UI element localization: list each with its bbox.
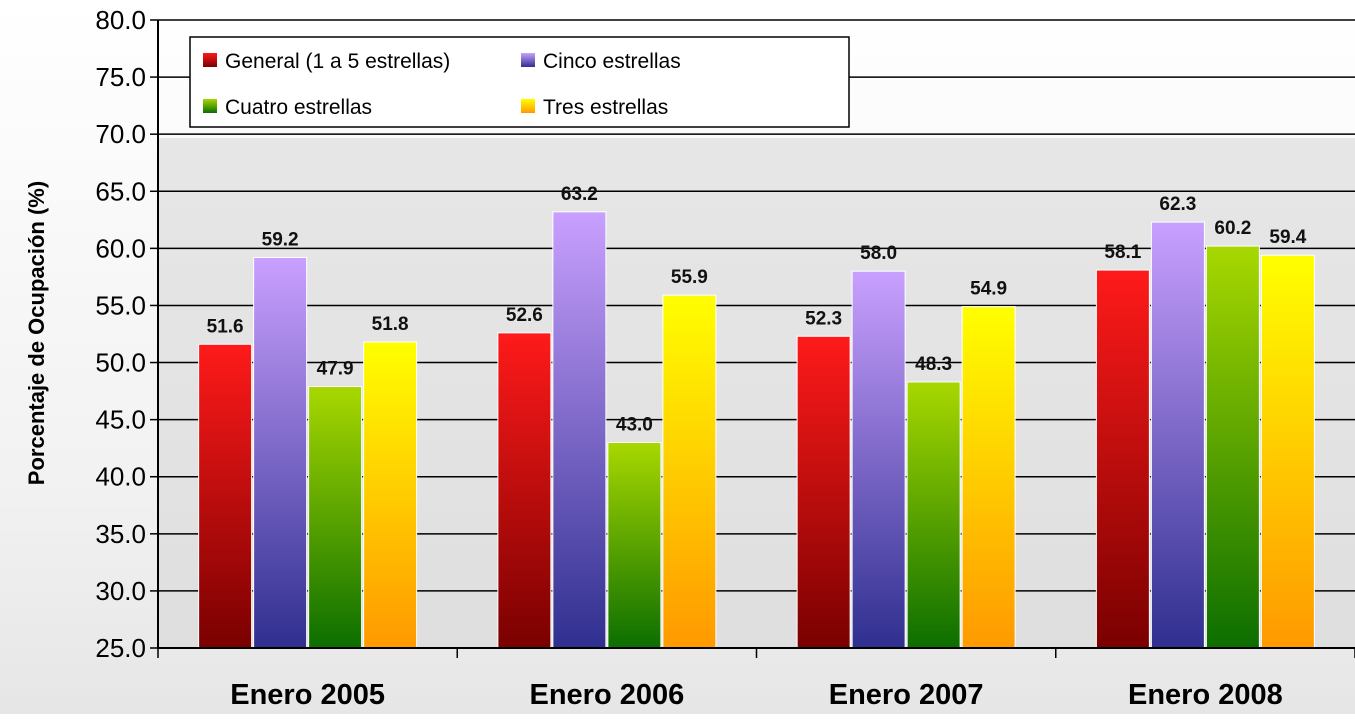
data-label: 63.2 xyxy=(561,184,598,205)
bar xyxy=(796,335,851,649)
x-tick-label: Enero 2006 xyxy=(529,679,684,711)
legend-label: General (1 a 5 estrellas) xyxy=(225,50,450,73)
data-label: 47.9 xyxy=(317,359,354,380)
bars xyxy=(198,211,1315,649)
y-tick-label: 60.0 xyxy=(95,233,146,263)
bar xyxy=(1260,254,1315,649)
y-tick-label: 50.0 xyxy=(95,348,146,378)
y-tick-label: 70.0 xyxy=(95,119,146,149)
y-tick-label: 65.0 xyxy=(95,176,146,206)
y-tick-label: 30.0 xyxy=(95,576,146,606)
data-label: 59.2 xyxy=(262,229,299,250)
data-labels: 51.6 59.2 47.9 51.8 52.6 63.2 43.0 55.9 52.3 58.0… xyxy=(207,184,1307,436)
legend-swatch xyxy=(203,99,217,113)
data-label: 52.3 xyxy=(805,308,842,329)
y-tick-label: 25.0 xyxy=(95,633,146,663)
legend-label: Cinco estrellas xyxy=(543,50,681,73)
data-label: 43.0 xyxy=(616,414,653,435)
legend-box xyxy=(189,36,850,128)
bar xyxy=(662,294,717,649)
x-tick-label: Enero 2007 xyxy=(829,679,984,711)
data-label: 55.9 xyxy=(671,267,708,288)
data-label: 59.4 xyxy=(1269,227,1306,248)
bar xyxy=(961,306,1016,649)
y-tick-label: 40.0 xyxy=(95,462,146,492)
data-label: 54.9 xyxy=(970,279,1007,300)
legend-swatch xyxy=(521,99,535,113)
y-axis-label: Porcentaje de Ocupación (%) xyxy=(24,181,49,485)
x-axis: Enero 2005 Enero 2006 Enero 2007 Enero 2008 xyxy=(157,20,1355,711)
bar xyxy=(363,341,418,649)
data-label: 52.6 xyxy=(506,305,543,326)
bar xyxy=(1205,245,1260,649)
legend-label: Cuatro estrellas xyxy=(225,96,372,119)
bar xyxy=(851,270,906,649)
y-tick-label: 55.0 xyxy=(95,290,146,320)
x-tick-label: Enero 2005 xyxy=(230,679,385,711)
y-tick-label: 45.0 xyxy=(95,405,146,435)
data-label: 62.3 xyxy=(1159,194,1196,215)
bar xyxy=(1150,221,1205,649)
data-label: 58.1 xyxy=(1104,242,1141,263)
bar xyxy=(253,256,308,649)
data-label: 48.3 xyxy=(915,354,952,375)
bar xyxy=(607,441,662,649)
bar xyxy=(198,343,253,649)
legend: General (1 a 5 estrellas) Cinco estrellas… xyxy=(189,36,850,128)
bar xyxy=(552,211,607,649)
y-tick-label: 80.0 xyxy=(95,5,146,35)
data-label: 60.2 xyxy=(1214,218,1251,239)
bar xyxy=(906,381,961,649)
x-tick-label: Enero 2008 xyxy=(1128,679,1283,711)
legend-swatch xyxy=(521,53,535,67)
bar xyxy=(1095,269,1150,649)
data-label: 51.8 xyxy=(372,314,409,335)
y-tick-label: 35.0 xyxy=(95,519,146,549)
data-label: 58.0 xyxy=(860,243,897,264)
y-tick-label: 75.0 xyxy=(95,62,146,92)
legend-swatch xyxy=(203,53,217,67)
legend-label: Tres estrellas xyxy=(543,96,668,119)
bar xyxy=(308,386,363,649)
bar xyxy=(497,332,552,649)
data-label: 51.6 xyxy=(207,316,244,337)
y-axis-ticks: 25.0 30.0 35.0 40.0 45.0 50.0 55.0 60.0 65.0 70.0… xyxy=(95,5,158,663)
